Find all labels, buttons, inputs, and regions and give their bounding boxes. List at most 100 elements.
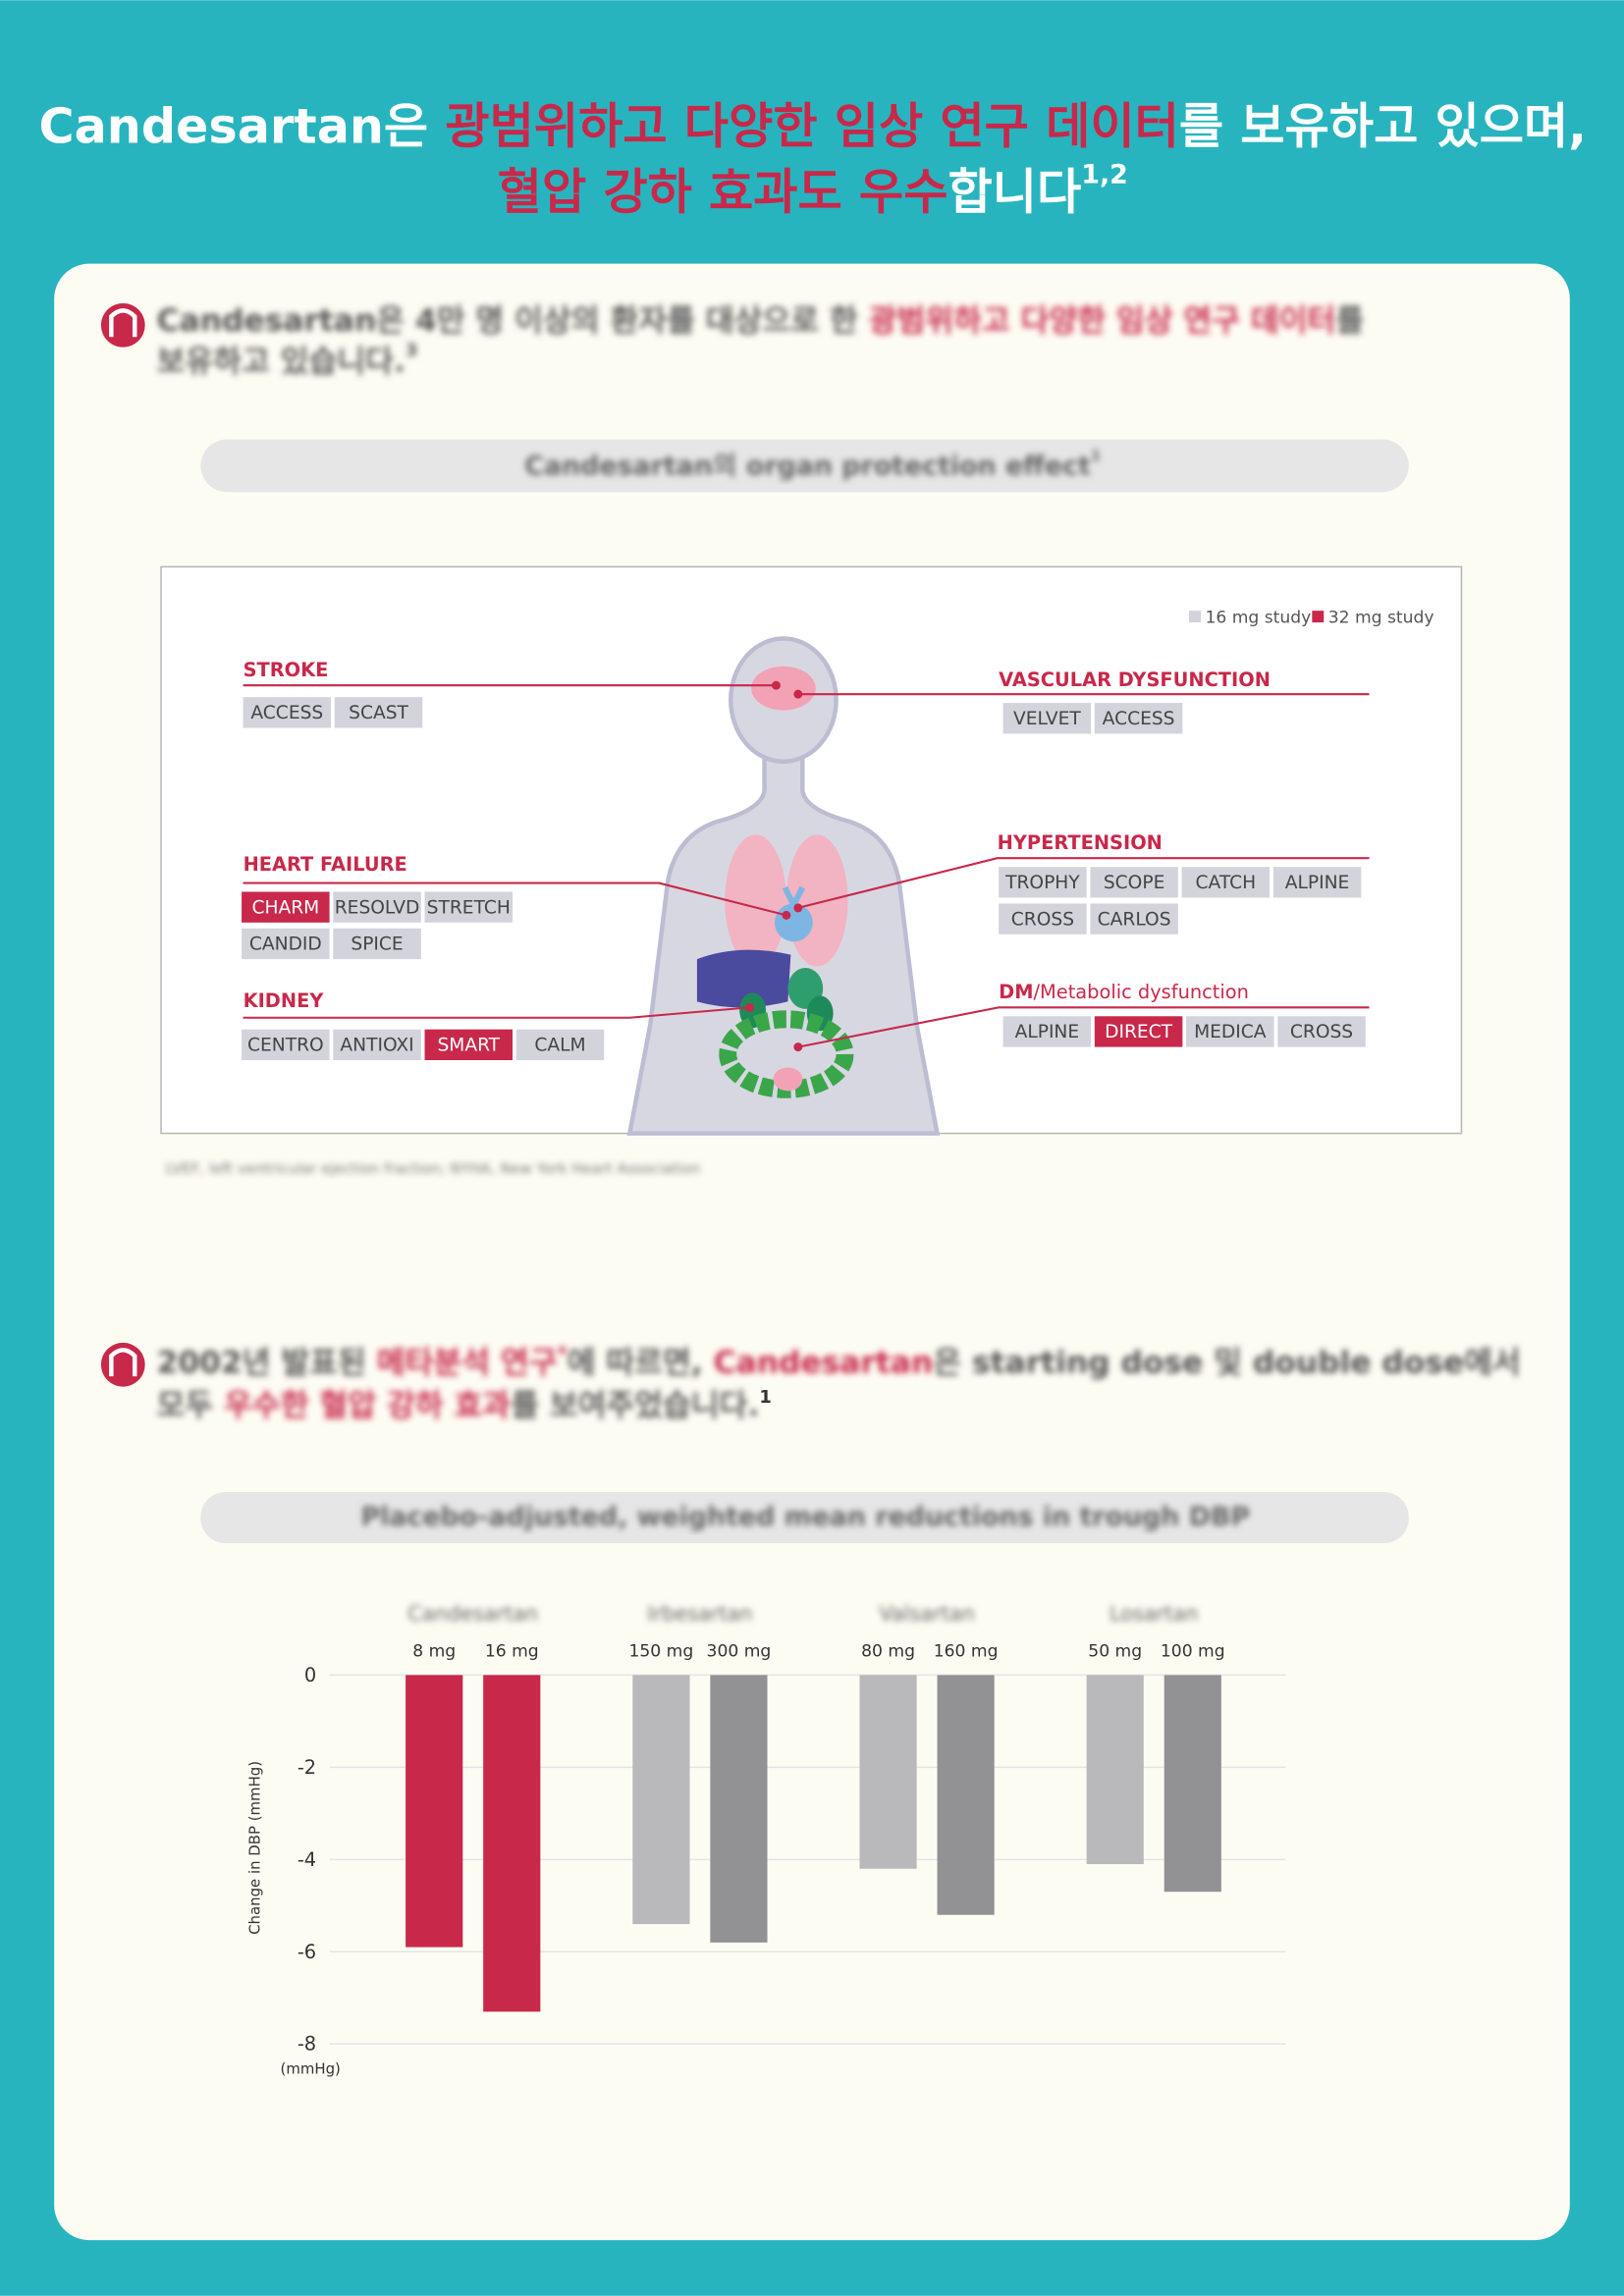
heading-part: 를 (1335, 303, 1364, 339)
heading-part: 광범위하고 다양한 임상 연구 데이터 (869, 303, 1336, 339)
panel-title-bg (200, 1491, 1409, 1544)
study-label: CROSS (1290, 1022, 1353, 1042)
study-tag (424, 891, 514, 923)
study-label: STRETCH (427, 897, 511, 918)
organ-name: KIDNEY (244, 988, 325, 1011)
study-tag (333, 1029, 421, 1061)
bar (859, 1675, 917, 1869)
study-label: CENTRO (247, 1036, 324, 1056)
leader-dot (793, 903, 803, 913)
leader-dot (782, 910, 791, 920)
study-tag (1002, 703, 1092, 734)
study-tag (1272, 867, 1362, 898)
bar (710, 1675, 768, 1943)
heading-line: 2002년 발표된 메타분석 연구*에 따르면, Candesartan은 st… (157, 1342, 1521, 1381)
bar (632, 1675, 690, 1925)
y-axis-title: Change in DBP (mmHg) (246, 1761, 264, 1935)
y-tick-label: -8 (298, 2033, 316, 2056)
y-unit: (mmHg) (281, 2060, 341, 2078)
organ-label: STROKE (244, 658, 329, 680)
organ-name: STROKE (244, 658, 329, 680)
y-tick-label: -4 (298, 1848, 316, 1871)
section-icon (100, 302, 145, 347)
section-heading: Candesartan은 4만 명 이상의 환자를 대상으로 한 광범위하고 다… (157, 303, 1365, 380)
legend-swatch (1312, 611, 1325, 623)
heading-part: 에 따르면, (568, 1346, 714, 1381)
study-label: VELVET (1013, 709, 1081, 729)
study-label: ACCESS (250, 703, 323, 723)
heading-line: Candesartan은 4만 명 이상의 환자를 대상으로 한 광범위하고 다… (157, 303, 1365, 339)
bar (1164, 1675, 1221, 1893)
panel-title-text: Candesartan의 organ protection effect (524, 451, 1091, 481)
title-part: 혈압 강하 효과도 우수 (498, 164, 948, 221)
study-tag (1090, 867, 1178, 898)
body-figure (626, 636, 941, 1136)
x-tick-label: 150 mg (629, 1642, 694, 1662)
group-label: Candesartan (407, 1602, 538, 1626)
study-label: TROPHY (1004, 873, 1080, 893)
group-label: Losartan (1110, 1602, 1199, 1626)
heading-part: 메타분석 연구 (377, 1346, 558, 1381)
panel-title: Placebo-adjusted, weighted mean reductio… (360, 1502, 1250, 1532)
study-tag (243, 697, 332, 728)
heading-part: 2002년 발표된 (157, 1346, 377, 1381)
study-label: CROSS (1011, 909, 1074, 930)
title-part: 합니다 (947, 164, 1081, 221)
content-card (54, 263, 1570, 2241)
study-label: SCOPE (1104, 873, 1165, 893)
y-tick-label: -6 (298, 1941, 316, 1963)
study-tag (333, 891, 421, 923)
title-part: 를 보유하고 있으며, (1179, 97, 1587, 154)
heading-sup: 1 (759, 1387, 771, 1408)
study-label: ACCESS (1103, 709, 1175, 729)
organ-name: DM (999, 980, 1033, 1002)
bar (937, 1675, 995, 1915)
footnote: LVEF, left ventricular ejection fraction… (166, 1159, 701, 1177)
leader-line (797, 857, 1370, 909)
bar (483, 1675, 541, 2012)
heading-part: Candesartan (714, 1346, 934, 1381)
organ-label: HYPERTENSION (998, 830, 1163, 853)
study-label: MEDICA (1194, 1022, 1267, 1042)
organ-name: HEART FAILURE (244, 853, 407, 876)
y-tick-label: -2 (298, 1756, 316, 1779)
study-label: CARLOS (1098, 909, 1171, 930)
study-label: SPICE (351, 934, 403, 955)
study-tag (1277, 1016, 1366, 1047)
heading-part: Candesartan은 4만 명 이상의 환자를 대상으로 한 (157, 303, 869, 339)
study-label: CALM (534, 1036, 585, 1056)
bar (406, 1675, 463, 1948)
study-tag (333, 928, 421, 960)
organ-name: VASCULAR DYSFUNCTION (999, 668, 1271, 691)
study-tag (515, 1029, 605, 1061)
heading-part: * (558, 1342, 568, 1364)
legend-label: 16 mg study (1205, 609, 1311, 628)
x-tick-label: 50 mg (1088, 1642, 1142, 1662)
study-label: ALPINE (1015, 1022, 1080, 1042)
heading-part: 를 보여주었습니다. (511, 1388, 759, 1423)
study-tag (242, 1029, 330, 1061)
study-label: CATCH (1196, 873, 1257, 893)
study-tag (424, 1029, 514, 1061)
section-icon (100, 1342, 145, 1387)
study-label: ALPINE (1285, 873, 1350, 893)
panel-title-bg (200, 439, 1409, 493)
organ-label: VASCULAR DYSFUNCTION (999, 668, 1271, 691)
leader-dot (771, 680, 781, 690)
study-label: SMART (437, 1036, 500, 1056)
study-tag (1186, 1016, 1274, 1047)
x-tick-label: 80 mg (861, 1642, 915, 1662)
y-tick-label: 0 (304, 1664, 316, 1686)
organ-name-suffix: /Metabolic dysfunction (1034, 980, 1249, 1002)
organ-label: HEART FAILURE (244, 853, 407, 876)
leader-dot (793, 1042, 803, 1052)
x-tick-label: 300 mg (707, 1642, 772, 1662)
panel-title-sup: 1 (1091, 447, 1101, 464)
organ-name: HYPERTENSION (998, 830, 1163, 853)
leader-line (797, 1006, 1370, 1048)
study-label: ANTIOXI (340, 1036, 413, 1056)
study-tag (999, 867, 1087, 898)
heading-part: 은 starting dose 및 double dose에서 (933, 1346, 1521, 1381)
title-sup: 1,2 (1081, 159, 1128, 189)
